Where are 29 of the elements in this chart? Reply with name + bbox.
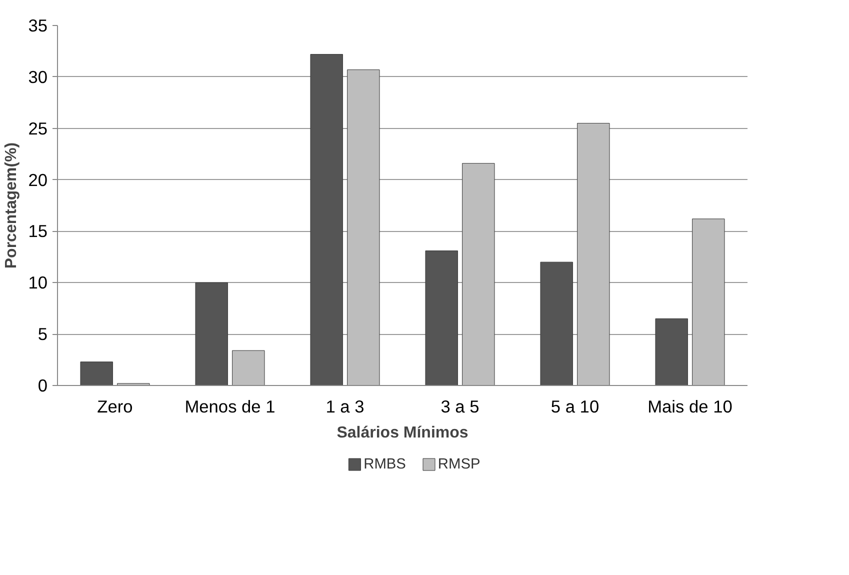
bar [577, 122, 610, 386]
x-tick-label: Menos de 1 [184, 396, 276, 416]
bar [195, 282, 228, 386]
y-tick-label: 0 [38, 376, 48, 396]
y-tick-label: 10 [28, 272, 48, 293]
x-axis-title: Salários Mínimos [336, 424, 468, 442]
bar [232, 350, 265, 386]
y-axis-title: Porcentagem(%) [3, 142, 20, 269]
y-tick-label: 15 [28, 221, 48, 242]
y-tick-label: 35 [28, 16, 48, 36]
bar [692, 218, 725, 386]
y-tick-label: 25 [28, 118, 48, 138]
bar [462, 163, 495, 386]
bar [310, 54, 343, 386]
x-tick-label: 1 a 3 [326, 396, 364, 416]
x-tick-label: 3 a 5 [440, 396, 480, 416]
y-tick-label: 30 [28, 66, 48, 87]
y-tick-label: 5 [38, 324, 48, 344]
bar [655, 318, 688, 386]
legend-label: RMBS [364, 456, 406, 472]
bar [347, 69, 380, 386]
bar [425, 250, 458, 386]
x-tick-label: Zero [97, 396, 133, 416]
bar [80, 362, 113, 386]
x-tick-label: Mais de 10 [648, 396, 732, 416]
x-tick-label: 5 a 10 [550, 396, 600, 416]
y-tick-label: 20 [28, 170, 48, 190]
legend-label: RMSP [438, 456, 480, 472]
bar [540, 262, 573, 386]
